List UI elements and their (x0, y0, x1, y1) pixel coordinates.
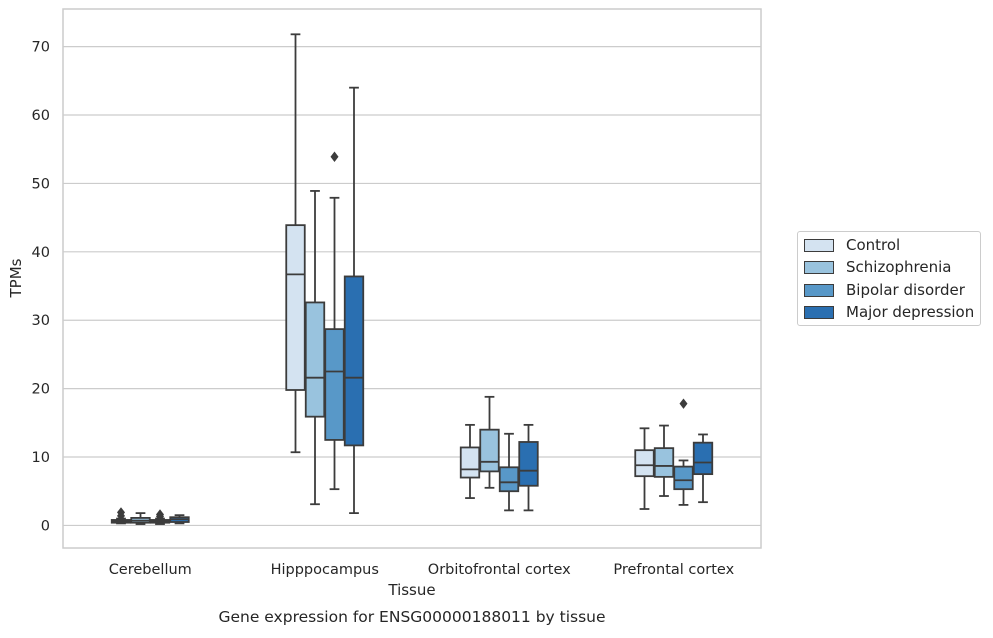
box-body (459, 446, 481, 479)
y-tick-label-0: 0 (41, 518, 50, 534)
box-3-2 (518, 423, 539, 512)
box-body (304, 301, 326, 418)
legend-label-major-depression: Major depression (846, 303, 975, 321)
legend-swatch-control (804, 238, 834, 252)
plot-frame (62, 8, 762, 549)
legend-swatch-bipolar-disorder (804, 283, 834, 297)
box-0-1 (285, 33, 306, 454)
box-body (285, 224, 306, 391)
outlier-1 (117, 507, 125, 518)
box-body (634, 449, 655, 478)
outlier-0 (330, 151, 339, 162)
box-2-2 (498, 432, 520, 512)
box-2-1 (324, 151, 345, 491)
y-tick-label-40: 40 (32, 245, 50, 261)
box-body (479, 428, 500, 473)
legend-label-bipolar-disorder: Bipolar disorder (846, 281, 965, 299)
outlier-0 (679, 398, 688, 409)
y-tick-label-70: 70 (32, 40, 50, 56)
box-1-3 (653, 424, 675, 497)
box-3-0 (169, 514, 190, 525)
legend-swatch-schizophrenia (804, 260, 834, 274)
outlier-1 (156, 509, 164, 520)
box-body (673, 465, 694, 491)
box-body (653, 447, 675, 478)
box-2-3 (673, 398, 694, 506)
box-series (110, 33, 714, 525)
box-3-1 (343, 86, 365, 515)
y-tick-label-30: 30 (32, 313, 50, 329)
box-0-2 (459, 423, 481, 499)
legend-label-control: Control (846, 236, 901, 254)
legend-swatch-major-depression (804, 305, 834, 319)
legend-item-control: Control (804, 235, 900, 255)
box-0-3 (634, 427, 655, 510)
box-body (498, 466, 520, 493)
legend-item-bipolar-disorder: Bipolar disorder (804, 280, 965, 300)
y-gridlines (63, 46, 761, 527)
box-0-0 (110, 507, 132, 525)
x-tick-label-0: Cerebellum (109, 562, 192, 578)
series-3 (169, 86, 714, 525)
box-body (518, 441, 539, 487)
box-1-0 (130, 512, 151, 525)
x-tick-label-1: Hipppocampus (271, 562, 379, 578)
box-body (324, 328, 345, 441)
x-axis-label: Tissue (387, 581, 435, 599)
y-axis-label: TPMs (7, 258, 25, 298)
y-tick-label-60: 60 (32, 108, 50, 124)
y-tick-label-50: 50 (32, 176, 50, 192)
series-1 (130, 190, 675, 525)
chart-caption: Gene expression for ENSG00000188011 by t… (218, 608, 605, 626)
x-tick-label-2: Orbitofrontal cortex (428, 562, 571, 578)
box-body (692, 441, 714, 476)
series-0 (110, 33, 655, 525)
box-1-1 (304, 190, 326, 506)
y-tick-labels: 0 10 20 30 40 50 60 70 (32, 40, 50, 535)
legend-item-major-depression: Major depression (804, 302, 974, 322)
y-tick-label-20: 20 (32, 382, 50, 398)
x-tick-labels: Cerebellum Hipppocampus Orbitofrontal cort… (109, 562, 735, 578)
legend-label-schizophrenia: Schizophrenia (846, 258, 952, 276)
y-tick-label-10: 10 (32, 450, 50, 466)
legend: Control Schizophrenia Bipolar disorder M… (797, 231, 981, 326)
series-2 (149, 151, 694, 525)
box-body (343, 275, 365, 447)
box-2-0 (149, 509, 171, 525)
box-3-3 (692, 433, 714, 504)
legend-item-schizophrenia: Schizophrenia (804, 257, 951, 277)
x-tick-label-3: Prefrontal cortex (613, 562, 734, 578)
box-1-2 (479, 395, 500, 489)
